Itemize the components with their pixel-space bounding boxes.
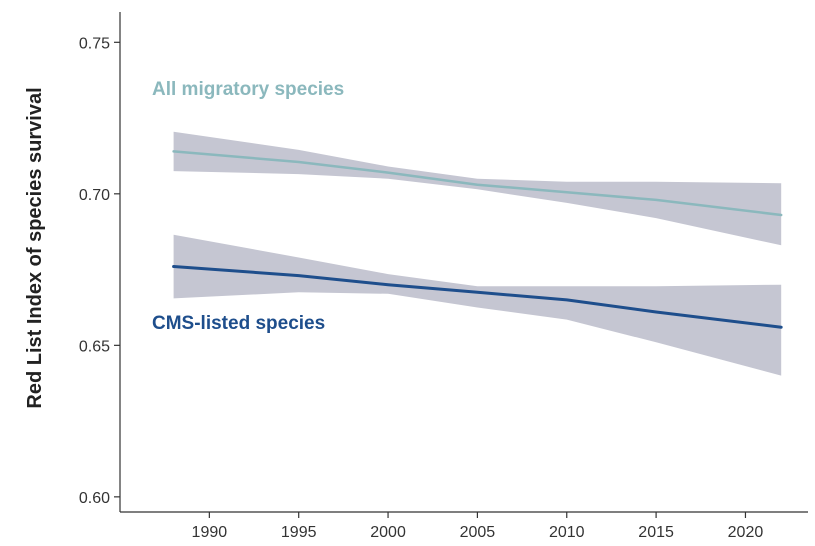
confidence-band-1 [173, 234, 782, 376]
confidence-band-0 [173, 131, 782, 246]
x-tick-label-5: 2015 [638, 524, 674, 541]
series-line-0 [172, 150, 783, 217]
y-tick-label-3: 0.75 [79, 35, 110, 52]
y-tick-label-0: 0.60 [79, 490, 110, 507]
series-label-cms-listed: CMS-listed species [152, 313, 325, 334]
series-label-all-migratory: All migratory species [152, 79, 344, 100]
y-tick-label-2: 0.70 [79, 187, 110, 204]
x-tick-label-1: 1995 [281, 524, 317, 541]
y-tick-label-1: 0.65 [79, 338, 110, 355]
y-axis-title: Red List Index of species survival [24, 87, 46, 408]
x-tick-label-2: 2000 [370, 524, 406, 541]
tick-labels: 0.60 0.65 0.70 0.75 1990 1995 2000 2005 2010 2015… [79, 35, 763, 541]
x-tick-label-4: 2010 [549, 524, 585, 541]
series-line-1 [172, 265, 783, 329]
trend-lines [172, 150, 783, 329]
x-tick-label-6: 2020 [728, 524, 764, 541]
axes [114, 12, 808, 518]
x-tick-label-0: 1990 [192, 524, 228, 541]
x-tick-label-3: 2005 [460, 524, 496, 541]
confidence-bands [173, 131, 782, 376]
